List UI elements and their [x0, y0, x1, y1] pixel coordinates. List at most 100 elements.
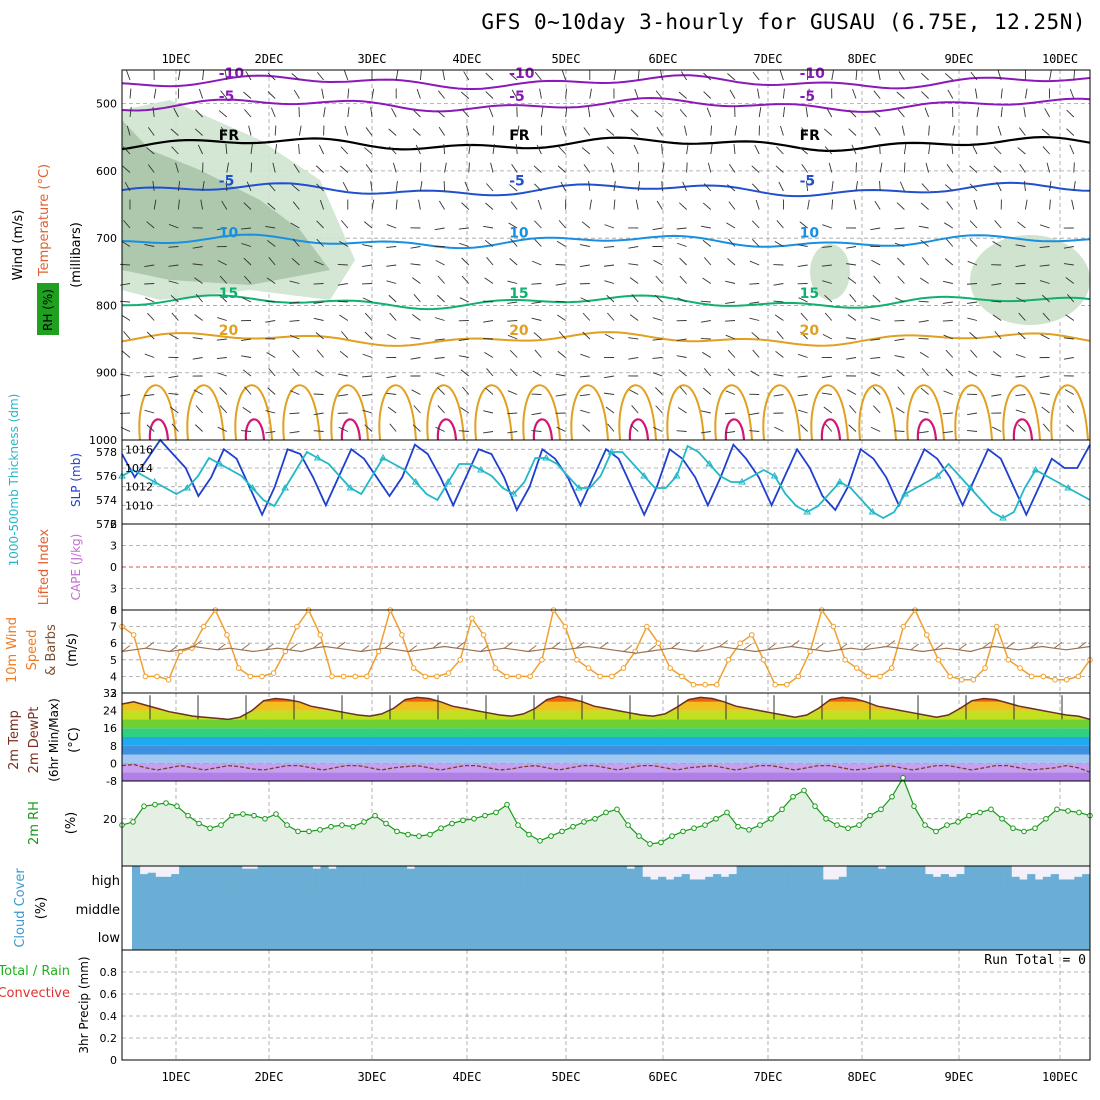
wind-barb: [337, 300, 348, 303]
wind-barb: [250, 162, 253, 173]
thickness-marker: [411, 478, 420, 485]
rh-marker: [691, 825, 697, 832]
wind-barb: [797, 394, 808, 397]
wind-barb: [848, 109, 857, 118]
wind-barb: [444, 162, 447, 173]
rh-marker: [482, 812, 488, 819]
wind-barb: [677, 407, 687, 414]
isotherm-line: [121, 96, 1091, 113]
wind-barb: [291, 258, 300, 266]
wind-barb: [780, 125, 784, 136]
cloud-high-bar: [406, 868, 415, 893]
wind-barb: [725, 334, 736, 340]
wind-barb: [630, 424, 639, 432]
wind-barb: [241, 355, 252, 358]
wind-barb: [652, 372, 663, 377]
cloud-high-bar: [163, 876, 172, 893]
wind-barb: [364, 424, 373, 432]
wind-barb: [168, 264, 179, 267]
rh-marker: [823, 815, 829, 822]
wind-barb: [171, 146, 179, 155]
temp-tick-label: 24: [103, 705, 117, 718]
wind-barb: [631, 294, 639, 303]
wind-barb: [315, 165, 324, 173]
wind-barb-10m: [767, 643, 776, 651]
wind-speed-marker: [865, 673, 872, 680]
wind-barb: [824, 146, 833, 155]
wind-barb: [298, 143, 300, 155]
wind-barb: [1039, 224, 1050, 229]
cloud-high-bar: [673, 876, 682, 893]
rh-marker: [966, 812, 972, 819]
cloud-high-bar: [218, 866, 227, 893]
wind-barb: [633, 144, 639, 155]
wind-barb: [855, 181, 858, 192]
wind-barb: [298, 125, 302, 136]
thickness-marker: [835, 478, 844, 485]
series-line-temp: [121, 695, 1091, 721]
wind-barb: [339, 350, 349, 358]
cloud-high-bar: [524, 866, 533, 893]
wind-barb: [1023, 107, 1026, 118]
wind-barb: [416, 88, 421, 99]
wind-barb: [362, 394, 373, 397]
wind-barb-10m: [982, 641, 991, 649]
wind-barb: [969, 165, 978, 173]
wind-barb: [920, 239, 929, 247]
wind-barb: [144, 264, 155, 267]
thickness-marker: [183, 484, 192, 491]
wind-barb: [168, 246, 179, 248]
wind-barb: [293, 163, 300, 173]
rh-marker: [889, 793, 895, 800]
wind-barb: [468, 144, 471, 155]
wind-barb: [724, 320, 736, 322]
date-label-top: 10DEC: [1042, 52, 1078, 66]
cloud-high-bar: [383, 866, 392, 893]
date-label-top: 6DEC: [649, 52, 678, 66]
wind-barb: [734, 125, 738, 136]
cloud-high-bar: [249, 868, 258, 893]
wind-barb: [123, 220, 131, 229]
rh-marker: [449, 820, 455, 827]
wind-speed-marker: [364, 673, 370, 680]
wind-barb: [582, 312, 591, 321]
cloud-high-bar: [901, 866, 910, 893]
wind-barb: [153, 88, 157, 99]
wind-barb: [583, 127, 591, 136]
date-label-bottom: 2DEC: [255, 1070, 284, 1084]
boundary-layer-contour-hot: [628, 418, 650, 441]
wind-barb: [274, 125, 277, 136]
wind-barb: [274, 144, 278, 155]
wind-barb: [486, 368, 494, 377]
wind-barb: [661, 162, 665, 173]
wind-barb: [903, 162, 906, 173]
wind-tick-label: 5: [110, 654, 117, 667]
wind-barb-10m: [623, 645, 633, 652]
wind-barb: [754, 144, 760, 155]
wind-barb: [250, 144, 253, 155]
thickness-marker: [150, 478, 159, 485]
cloud-high-bar: [139, 874, 149, 893]
wind-barb: [562, 125, 567, 136]
wind-barb-10m: [1053, 641, 1063, 649]
wind-barb: [507, 412, 518, 415]
cloud-high-bar: [430, 866, 439, 893]
wind-barb: [558, 220, 566, 229]
wind-speed-marker: [445, 670, 452, 676]
cloud-high-bar: [461, 866, 470, 893]
wind-speed-marker: [947, 673, 953, 680]
wind-barb: [321, 88, 325, 99]
cloud-high-bar: [296, 866, 306, 893]
isotherm-line: [121, 331, 1091, 347]
temp-color-band: [122, 745, 1090, 755]
wind-barb: [1016, 297, 1026, 303]
wind-barb: [1066, 109, 1075, 118]
wind-barb: [806, 181, 809, 192]
wind-barb: [289, 334, 300, 340]
wind-barb: [540, 107, 544, 118]
wind-barb: [896, 202, 905, 210]
cloud-high-bar: [752, 866, 761, 893]
wind-barb: [565, 88, 568, 99]
thickness-tick-label: 576: [96, 470, 117, 483]
wind-barb-10m: [838, 643, 848, 651]
